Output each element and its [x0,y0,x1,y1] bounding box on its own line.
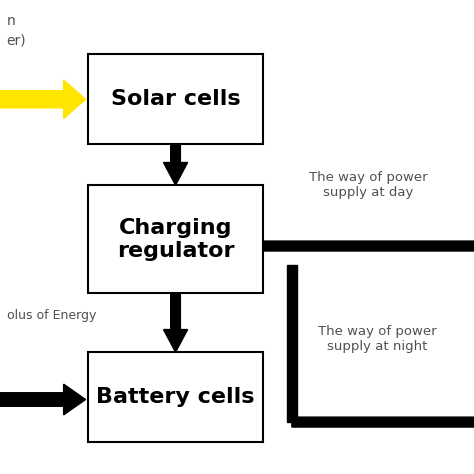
FancyArrow shape [0,384,86,415]
FancyArrow shape [292,409,474,435]
Text: Charging
regulator: Charging regulator [117,218,234,261]
Text: er): er) [7,34,26,48]
Text: The way of power
supply at night: The way of power supply at night [318,325,437,353]
Bar [287,264,297,422]
Text: n: n [7,14,15,27]
FancyArrow shape [164,145,188,185]
Bar [88,54,264,145]
Text: Battery cells: Battery cells [96,387,255,407]
Bar [88,352,264,442]
FancyArrow shape [264,233,474,259]
FancyArrow shape [0,80,86,118]
FancyArrow shape [164,293,188,352]
Text: olus of Energy: olus of Energy [7,309,96,322]
Text: The way of power
supply at day: The way of power supply at day [310,171,428,199]
Bar [88,185,264,293]
Text: Solar cells: Solar cells [111,89,240,109]
